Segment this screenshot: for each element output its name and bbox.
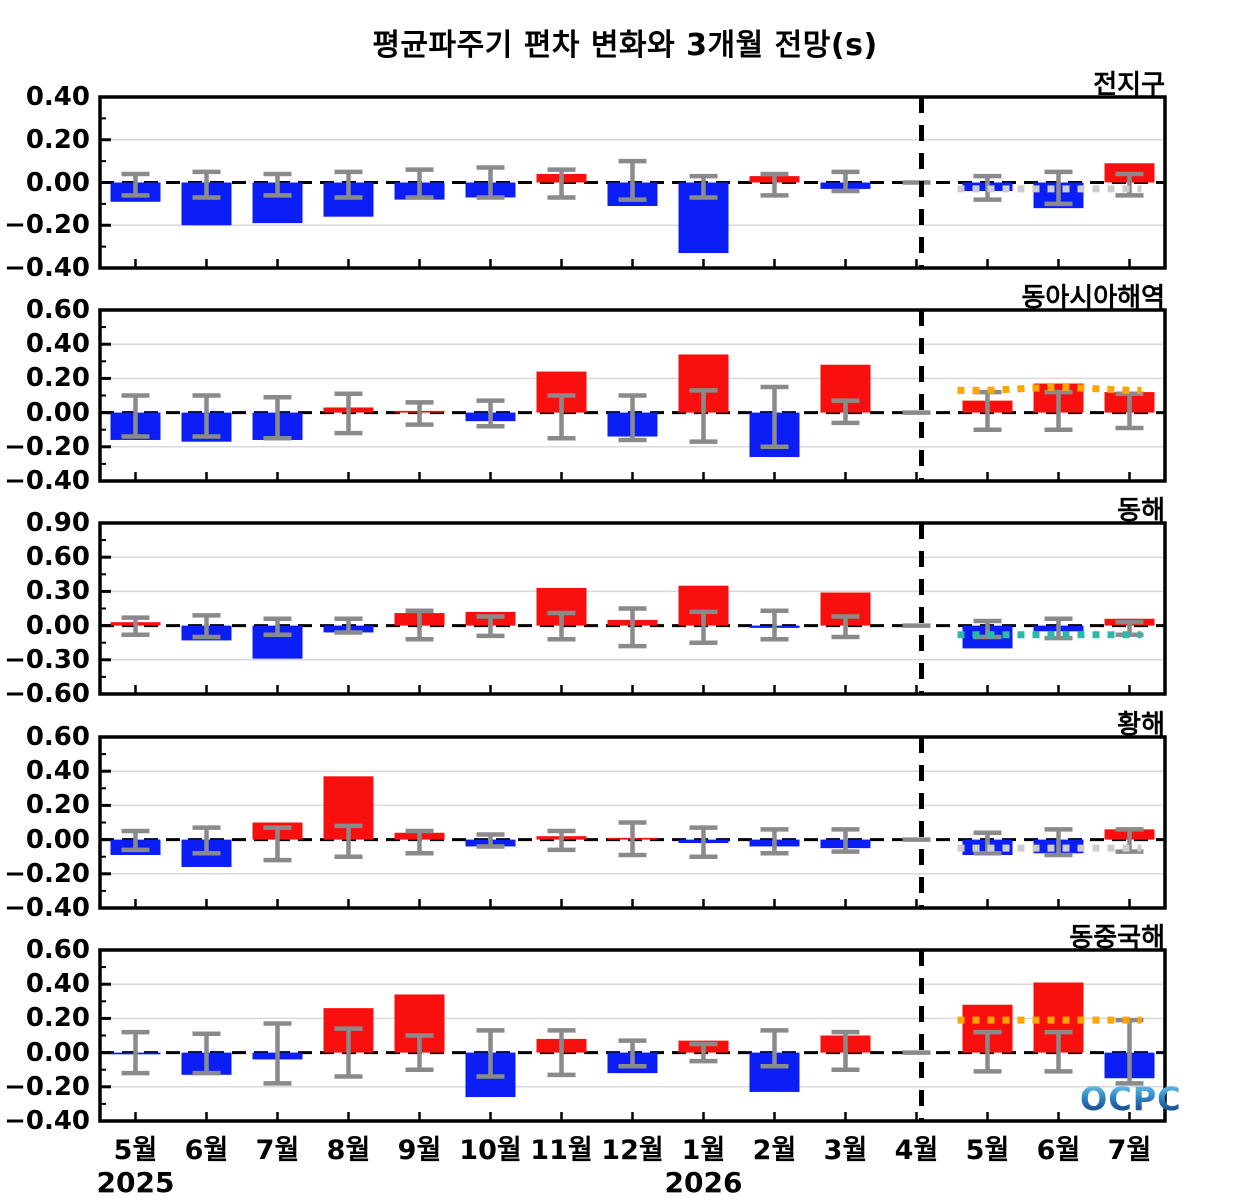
y-tick-label: −0.20 bbox=[4, 858, 90, 889]
x-month-label: 6월 bbox=[1036, 1135, 1081, 1166]
x-month-label: 9월 bbox=[397, 1135, 442, 1166]
x-month-label: 7월 bbox=[1107, 1135, 1152, 1166]
y-tick-label: 0.60 bbox=[25, 542, 90, 573]
y-tick-label: 0.20 bbox=[25, 124, 90, 155]
y-tick-label: −0.40 bbox=[4, 466, 90, 496]
x-month-label: 10월 bbox=[459, 1135, 522, 1166]
y-tick-label: 0.30 bbox=[25, 576, 90, 607]
x-year-label: 2025 bbox=[96, 1166, 175, 1199]
x-month-label: 2월 bbox=[752, 1135, 797, 1166]
y-tick-label: 0.00 bbox=[25, 610, 90, 641]
x-month-label: 4월 bbox=[894, 1135, 939, 1166]
x-month-label: 5월 bbox=[965, 1135, 1010, 1166]
y-tick-label: −0.30 bbox=[4, 644, 90, 675]
y-tick-label: 0.90 bbox=[25, 508, 90, 538]
y-tick-label: 0.00 bbox=[25, 397, 90, 428]
y-tick-label: 0.00 bbox=[25, 1037, 90, 1068]
region-label: 황해 bbox=[1117, 710, 1165, 740]
x-year-label: 2026 bbox=[664, 1166, 743, 1199]
y-tick-label: 0.00 bbox=[25, 824, 90, 855]
region-label: 동해 bbox=[1117, 496, 1165, 526]
y-tick-label: 0.00 bbox=[25, 167, 90, 198]
y-tick-label: 0.40 bbox=[25, 82, 90, 112]
x-month-label: 7월 bbox=[255, 1135, 300, 1166]
forecast-dotted-line bbox=[957, 383, 1142, 394]
x-month-label: 12월 bbox=[601, 1135, 664, 1166]
y-tick-label: −0.60 bbox=[4, 679, 90, 709]
y-tick-label: 0.60 bbox=[25, 722, 90, 752]
y-tick-label: 0.60 bbox=[25, 295, 90, 325]
x-month-label: 5월 bbox=[113, 1135, 158, 1166]
x-month-label: 8월 bbox=[326, 1135, 371, 1166]
region-label: 동아시아해역 bbox=[1021, 283, 1165, 313]
y-tick-label: −0.40 bbox=[4, 1106, 90, 1136]
y-tick-label: −0.20 bbox=[4, 210, 90, 241]
y-tick-label: 0.40 bbox=[25, 329, 90, 360]
x-month-label: 3월 bbox=[823, 1135, 868, 1166]
y-tick-label: −0.40 bbox=[4, 253, 90, 283]
region-label: 동중국해 bbox=[1069, 923, 1165, 953]
chart-title: 평균파주기 편차 변화와 3개월 전망(s) bbox=[372, 28, 878, 63]
x-month-label: 6월 bbox=[184, 1135, 229, 1166]
y-tick-label: 0.40 bbox=[25, 756, 90, 787]
y-tick-label: 0.60 bbox=[25, 935, 90, 965]
y-tick-label: −0.20 bbox=[4, 1071, 90, 1102]
y-tick-label: 0.20 bbox=[25, 790, 90, 821]
y-tick-label: 0.20 bbox=[25, 1003, 90, 1034]
y-tick-label: −0.40 bbox=[4, 893, 90, 923]
x-month-label: 11월 bbox=[530, 1135, 593, 1166]
y-tick-label: −0.20 bbox=[4, 431, 90, 462]
x-month-label: 1월 bbox=[681, 1135, 726, 1166]
region-label: 전지구 bbox=[1093, 70, 1165, 100]
y-tick-label: 0.20 bbox=[25, 363, 90, 394]
y-tick-label: 0.40 bbox=[25, 969, 90, 1000]
ocpc-logo: OCPC bbox=[1080, 1080, 1182, 1118]
